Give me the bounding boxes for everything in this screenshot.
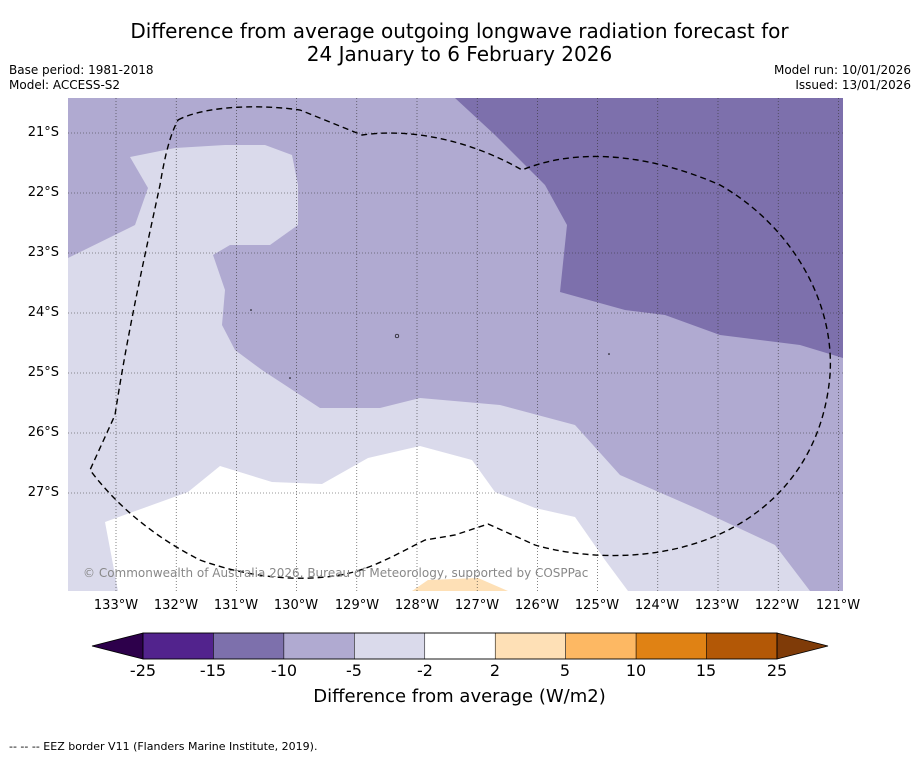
- model-run: Model run: 10/01/2026: [773, 63, 911, 77]
- colorbar-tick: 2: [489, 661, 501, 680]
- lon-label-133w: 133°W: [93, 598, 139, 613]
- colorbar-tick: 10: [625, 661, 647, 680]
- colorbar-tick: 5: [559, 661, 571, 680]
- meta-left: Base period: 1981-2018 Model: ACCESS-S2: [9, 63, 154, 93]
- map-area: © Commonwealth of Australia 2026, Bureau…: [68, 98, 843, 591]
- colorbar: [91, 632, 829, 660]
- lon-label-126w: 126°W: [514, 598, 560, 613]
- island-marker: [250, 309, 252, 311]
- colorbar-cell: [354, 632, 426, 660]
- colorbar-cell: [213, 632, 285, 660]
- colorbar-tick: -10: [270, 661, 298, 680]
- colorbar-cell: [424, 632, 496, 660]
- colorbar-cell: [494, 632, 566, 660]
- lat-label-24s: 24°S: [27, 305, 59, 320]
- colorbar-cell: [142, 632, 214, 660]
- island-marker: [608, 353, 610, 355]
- lat-label-26s: 26°S: [27, 425, 59, 440]
- colorbar-tick: 15: [695, 661, 717, 680]
- lat-label-25s: 25°S: [27, 365, 59, 380]
- lon-label-123w: 123°W: [694, 598, 740, 613]
- base-period: Base period: 1981-2018: [9, 63, 154, 77]
- colorbar-tick: 25: [766, 661, 788, 680]
- chart-title-line1: Difference from average outgoing longwav…: [130, 19, 789, 43]
- colorbar-label: Difference from average (W/m2): [313, 686, 606, 707]
- lat-label-27s: 27°S: [27, 485, 59, 500]
- chart-title-line2: 24 January to 6 February 2026: [306, 42, 613, 66]
- colorbar-tick: -25: [129, 661, 157, 680]
- grid-lines: [68, 98, 843, 591]
- issued-date: Issued: 13/01/2026: [795, 78, 911, 92]
- lon-label-124w: 124°W: [634, 598, 680, 613]
- colorbar-cell: [706, 632, 778, 660]
- lon-label-130w: 130°W: [273, 598, 319, 613]
- colorbar-tick: -15: [199, 661, 227, 680]
- lon-label-129w: 129°W: [334, 598, 380, 613]
- lat-label-22s: 22°S: [27, 185, 59, 200]
- lon-label-127w: 127°W: [454, 598, 500, 613]
- island-marker: [394, 333, 400, 339]
- copyright-text: © Commonwealth of Australia 2026, Bureau…: [83, 566, 588, 580]
- colorbar-tick: -2: [417, 661, 433, 680]
- lon-label-131w: 131°W: [213, 598, 259, 613]
- model-name: Model: ACCESS-S2: [9, 78, 121, 92]
- colorbar-cells: [142, 632, 778, 660]
- lat-label-23s: 23°S: [27, 245, 59, 260]
- meta-right: Model run: 10/01/2026 Issued: 13/01/2026: [774, 63, 911, 93]
- colorbar-under-arrow: [91, 632, 144, 660]
- eez-border: [89, 106, 832, 579]
- lon-label-122w: 122°W: [754, 598, 800, 613]
- eez-footnote: -- -- -- EEZ border V11 (Flanders Marine…: [9, 740, 318, 753]
- lat-label-21s: 21°S: [27, 125, 59, 140]
- colorbar-cell: [565, 632, 637, 660]
- lon-label-132w: 132°W: [153, 598, 199, 613]
- region-peach: [412, 578, 508, 591]
- colorbar-frame: [142, 632, 778, 660]
- colorbar-cell: [635, 632, 707, 660]
- colorbar-over-arrow: [776, 632, 829, 660]
- lon-label-125w: 125°W: [574, 598, 620, 613]
- lon-label-128w: 128°W: [394, 598, 440, 613]
- colorbar-cell: [283, 632, 355, 660]
- region-dark-lavender: [455, 98, 843, 358]
- colorbar-tick: -5: [346, 661, 362, 680]
- island-marker: [289, 377, 291, 379]
- region-white: [105, 446, 628, 591]
- lon-label-121w: 121°W: [815, 598, 861, 613]
